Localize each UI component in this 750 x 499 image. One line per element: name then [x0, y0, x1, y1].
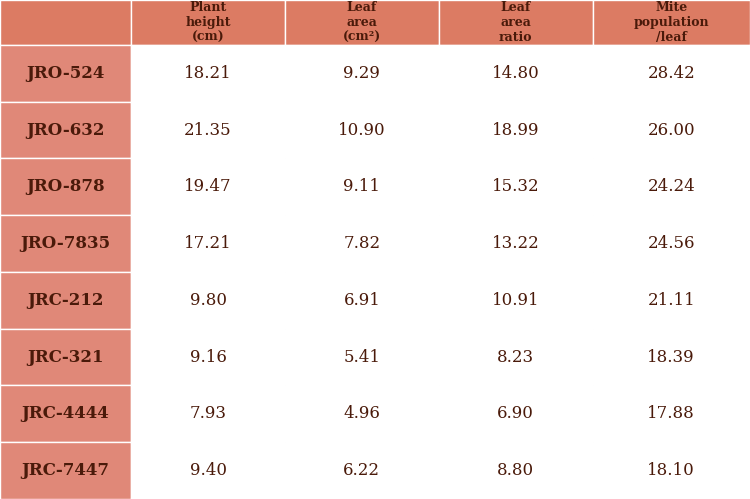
Bar — [439, 272, 592, 329]
Text: 21.35: 21.35 — [184, 122, 232, 139]
Bar — [285, 0, 439, 45]
Text: 24.24: 24.24 — [647, 178, 695, 195]
Text: Leaf
area
ratio: Leaf area ratio — [499, 1, 532, 44]
Bar — [0, 0, 131, 45]
Bar — [592, 159, 750, 215]
Text: 9.29: 9.29 — [344, 65, 380, 82]
Bar — [439, 385, 592, 442]
Text: 18.21: 18.21 — [184, 65, 232, 82]
Bar — [0, 102, 131, 159]
Text: 17.88: 17.88 — [647, 405, 695, 422]
Bar — [131, 385, 285, 442]
Text: 19.47: 19.47 — [184, 178, 232, 195]
Text: 18.99: 18.99 — [492, 122, 539, 139]
Bar — [439, 45, 592, 102]
Text: 9.16: 9.16 — [190, 349, 226, 366]
Text: 5.41: 5.41 — [344, 349, 380, 366]
Text: Mite
population
/leaf: Mite population /leaf — [634, 1, 709, 44]
Bar — [592, 45, 750, 102]
Text: 10.91: 10.91 — [492, 292, 539, 309]
Bar — [0, 385, 131, 442]
Text: 15.32: 15.32 — [492, 178, 539, 195]
Bar — [0, 442, 131, 499]
Bar — [592, 442, 750, 499]
Bar — [131, 329, 285, 385]
Bar — [592, 102, 750, 159]
Bar — [285, 329, 439, 385]
Bar — [131, 0, 285, 45]
Text: 18.39: 18.39 — [647, 349, 695, 366]
Text: 9.80: 9.80 — [190, 292, 226, 309]
Text: JRO-7835: JRO-7835 — [20, 235, 111, 252]
Bar — [592, 0, 750, 45]
Text: 26.00: 26.00 — [647, 122, 695, 139]
Bar — [0, 272, 131, 329]
Bar — [0, 159, 131, 215]
Text: 10.90: 10.90 — [338, 122, 386, 139]
Bar — [285, 385, 439, 442]
Text: 21.11: 21.11 — [647, 292, 695, 309]
Text: 4.96: 4.96 — [344, 405, 380, 422]
Text: 8.80: 8.80 — [497, 462, 534, 479]
Text: 6.91: 6.91 — [344, 292, 380, 309]
Text: 13.22: 13.22 — [492, 235, 539, 252]
Bar — [285, 159, 439, 215]
Bar — [285, 272, 439, 329]
Bar — [592, 329, 750, 385]
Bar — [0, 329, 131, 385]
Bar — [439, 215, 592, 272]
Bar — [0, 215, 131, 272]
Bar — [592, 385, 750, 442]
Bar — [439, 159, 592, 215]
Text: JRO-524: JRO-524 — [26, 65, 105, 82]
Bar — [131, 102, 285, 159]
Bar — [592, 215, 750, 272]
Text: Leaf
area
(cm²): Leaf area (cm²) — [343, 1, 381, 44]
Text: 9.40: 9.40 — [190, 462, 226, 479]
Text: 17.21: 17.21 — [184, 235, 232, 252]
Text: 24.56: 24.56 — [647, 235, 695, 252]
Bar — [285, 102, 439, 159]
Bar — [131, 442, 285, 499]
Text: 14.80: 14.80 — [492, 65, 539, 82]
Text: JRO-878: JRO-878 — [26, 178, 105, 195]
Bar — [439, 0, 592, 45]
Bar — [285, 45, 439, 102]
Text: JRC-321: JRC-321 — [27, 349, 104, 366]
Bar — [131, 272, 285, 329]
Text: JRC-212: JRC-212 — [27, 292, 104, 309]
Text: JRC-4444: JRC-4444 — [22, 405, 110, 422]
Bar — [439, 442, 592, 499]
Text: 8.23: 8.23 — [497, 349, 534, 366]
Bar — [439, 329, 592, 385]
Bar — [0, 45, 131, 102]
Text: JRO-632: JRO-632 — [26, 122, 105, 139]
Text: 18.10: 18.10 — [647, 462, 695, 479]
Text: 6.90: 6.90 — [497, 405, 534, 422]
Text: Plant
height
(cm): Plant height (cm) — [185, 1, 231, 44]
Text: 9.11: 9.11 — [344, 178, 380, 195]
Bar — [131, 45, 285, 102]
Bar — [439, 102, 592, 159]
Text: 6.22: 6.22 — [344, 462, 380, 479]
Text: 7.82: 7.82 — [344, 235, 380, 252]
Bar — [592, 272, 750, 329]
Bar — [131, 215, 285, 272]
Text: 28.42: 28.42 — [647, 65, 695, 82]
Text: JRC-7447: JRC-7447 — [22, 462, 110, 479]
Text: 7.93: 7.93 — [190, 405, 226, 422]
Bar — [285, 442, 439, 499]
Bar — [131, 159, 285, 215]
Bar — [285, 215, 439, 272]
